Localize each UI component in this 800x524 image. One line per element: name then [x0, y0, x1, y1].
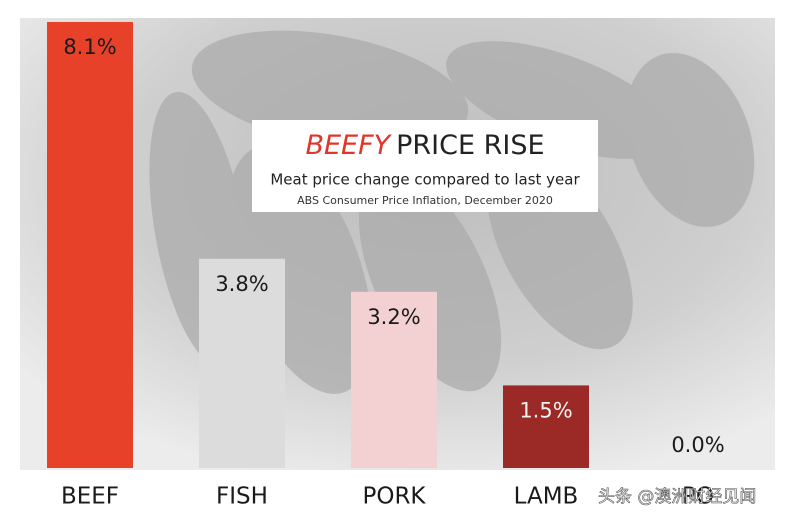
title-rest: PRICE RISE — [396, 130, 544, 161]
bar — [199, 258, 285, 468]
value-label: 0.0% — [671, 433, 724, 457]
x-tick-label: FISH — [216, 484, 268, 510]
value-label: 3.2% — [367, 305, 420, 329]
bars: 8.1% BEEF 3.8% FISH 3.2% PORK 1.5% LAMB 0.0% PO — [47, 22, 725, 510]
title-emphasis: BEEFY — [305, 130, 392, 161]
value-label: 1.5% — [519, 398, 572, 422]
value-label: 8.1% — [63, 35, 116, 59]
watermark: 头条 @澳洲财经见闻 — [598, 487, 756, 507]
x-tick-label: PO — [682, 484, 714, 510]
title-box — [252, 120, 598, 212]
chart-title: BEEFY PRICE RISE — [305, 130, 544, 161]
x-tick-label: PORK — [362, 484, 426, 510]
bar — [47, 22, 133, 468]
source: ABS Consumer Price Inflation, December 2… — [297, 194, 553, 207]
bar — [351, 291, 437, 468]
x-tick-label: LAMB — [514, 484, 579, 510]
x-tick-label: BEEF — [61, 484, 119, 510]
value-label: 3.8% — [215, 272, 268, 296]
subtitle: Meat price change compared to last year — [270, 171, 580, 189]
bar — [503, 385, 589, 468]
